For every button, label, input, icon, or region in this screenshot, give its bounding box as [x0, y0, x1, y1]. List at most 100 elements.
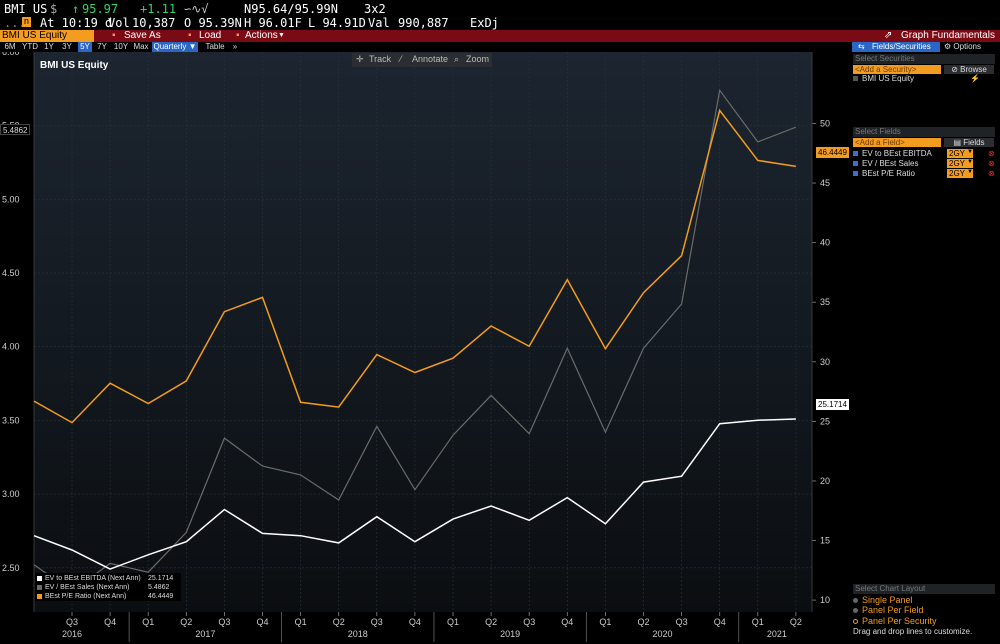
period-button-1y[interactable]: 1Y	[44, 42, 54, 51]
last-price: 95.97	[82, 2, 119, 16]
dropdown-icon[interactable]: ▼	[967, 149, 973, 155]
news-icon[interactable]: n	[22, 17, 31, 27]
tab-options[interactable]: ⚙ Options	[944, 42, 981, 52]
save-as-button[interactable]: Save As	[124, 30, 161, 41]
checkbox-icon[interactable]	[853, 171, 858, 177]
chart-tools: ✛ Track ⁄ Annotate ⌕ Zoom	[352, 53, 492, 67]
period-button-ytd[interactable]: YTD	[22, 42, 38, 51]
remove-icon[interactable]: ⊗	[988, 149, 995, 158]
security-item[interactable]: BMI US Equity	[853, 74, 914, 84]
exchange: ExDj	[470, 16, 499, 30]
security-item-label: BMI US Equity	[862, 74, 915, 83]
right-tick-label: 40	[820, 238, 830, 248]
x-tick-label: Q4	[561, 617, 573, 627]
actions-button[interactable]: Actions	[245, 30, 278, 41]
series-line-pe-ratio[interactable]	[33, 108, 797, 424]
layout-panel-per-field[interactable]: Panel Per Field	[853, 605, 924, 615]
remove-icon[interactable]: ⊗	[988, 159, 995, 168]
field-period-select[interactable]: 2GY	[947, 159, 973, 168]
legend-label: EV to BEst EBITDA (Next Ann)	[45, 575, 141, 582]
gear-icon: ⚙	[944, 42, 954, 51]
x-tick-label: Q1	[599, 617, 611, 627]
x-tick-label: Q2	[485, 617, 497, 627]
checkbox-icon[interactable]	[853, 76, 858, 82]
field-row-ev-ebitda[interactable]: EV to BEst EBITDA	[853, 149, 932, 159]
bid-ask: N95.64/95.99N	[244, 2, 338, 16]
right-tick-label: 30	[820, 357, 830, 367]
field-row-pe-ratio[interactable]: BEst P/E Ratio	[853, 169, 915, 179]
left-tick-label: 4.00	[2, 342, 20, 352]
open-price: O 95.39N	[184, 16, 242, 30]
checkbox-icon[interactable]	[853, 161, 858, 167]
ticker-details: .... n At 10:19 d Vol 10,387 O 95.39N H …	[0, 16, 1000, 30]
table-button[interactable]: Table	[205, 42, 225, 51]
legend-swatch	[37, 584, 42, 590]
trade-time: At 10:19 d	[40, 16, 113, 30]
security-input[interactable]: BMI US Equity	[0, 30, 94, 42]
ticker-symbol[interactable]: BMI US	[4, 2, 48, 16]
period-button-3y[interactable]: 3Y	[62, 42, 72, 51]
pencil-icon: ⁄	[400, 54, 402, 64]
plot-background	[34, 52, 812, 612]
x-tick-label: Q2	[333, 617, 345, 627]
year-label: 2017	[195, 629, 215, 639]
field-period-select[interactable]: 2GY	[947, 169, 973, 178]
zoom-button[interactable]: Zoom	[466, 54, 490, 64]
load-button[interactable]: Load	[199, 30, 222, 41]
dropdown-icon[interactable]: ▼	[967, 169, 973, 175]
legend-swatch	[37, 593, 42, 599]
period-button-10y[interactable]: 10Y	[113, 42, 129, 51]
external-link-icon[interactable]: ⇗	[884, 30, 893, 41]
left-tick-label: 3.50	[2, 415, 20, 425]
layout-panel-per-security[interactable]: Panel Per Security	[853, 616, 937, 626]
legend-value: 25.1714	[148, 575, 174, 582]
add-field-input[interactable]: <Add a Field>	[853, 138, 941, 147]
period-button-7y[interactable]: 7Y	[97, 42, 107, 51]
period-button-5y[interactable]: 5Y	[78, 42, 92, 52]
series-line-ev-sales[interactable]	[33, 88, 797, 593]
value-amount: 990,887	[398, 16, 449, 30]
left-tick-label: 2.50	[2, 563, 20, 573]
actions-dropdown-icon[interactable]: ▼	[278, 32, 285, 39]
left-tick-label: 3.00	[2, 489, 20, 499]
dropdown-icon[interactable]: ▼	[967, 159, 973, 165]
side-panel: Fields/Securities ⇆ ⚙ Options Select Sec…	[850, 42, 1000, 644]
checkbox-icon[interactable]	[853, 151, 858, 157]
right-tick-label: 35	[820, 297, 830, 307]
add-security-input[interactable]: <Add a Security>	[853, 65, 941, 74]
right-tick-label: 50	[820, 118, 830, 128]
fields-icon: ▤	[953, 138, 964, 147]
layout-label: Panel Per Security	[862, 616, 937, 626]
low-price: L 94.91D	[308, 16, 366, 30]
lightning-icon[interactable]: ⚡	[970, 74, 980, 83]
radio-icon[interactable]	[853, 598, 858, 604]
tab-icon: ⇆	[858, 42, 865, 51]
fields-button[interactable]: ▤ Fields	[944, 138, 994, 147]
legend-item-ev-ebitda[interactable]: EV to BEst EBITDA (Next Ann) 25.1714	[37, 574, 173, 583]
series-line-ev-ebitda[interactable]	[33, 418, 796, 570]
remove-icon[interactable]: ⊗	[988, 169, 995, 178]
drag-hint: Drag and drop lines to customize.	[853, 627, 973, 636]
tab-fields-securities[interactable]: Fields/Securities	[852, 42, 940, 52]
field-name: BEst P/E Ratio	[862, 169, 915, 178]
field-row-ev-sales[interactable]: EV / BEst Sales	[853, 159, 918, 169]
legend-item-ev-sales[interactable]: EV / BEst Sales (Next Ann) 5.4862	[37, 583, 169, 592]
chart-area[interactable]: 2.503.003.504.004.505.005.506.00 1015202…	[0, 52, 850, 644]
layout-label: Panel Per Field	[862, 605, 924, 615]
annotate-button[interactable]: Annotate	[412, 54, 449, 64]
field-period-select[interactable]: 2GY	[947, 149, 973, 158]
fields-button-label: Fields	[963, 138, 985, 147]
frequency-select[interactable]: Quarterly ▼	[152, 42, 198, 52]
year-label: 2020	[653, 629, 673, 639]
radio-selected-icon[interactable]	[853, 619, 858, 625]
period-button-max[interactable]: Max	[133, 42, 149, 51]
track-button[interactable]: Track	[369, 54, 392, 64]
radio-icon[interactable]	[853, 608, 858, 614]
layout-single-panel[interactable]: Single Panel	[853, 595, 913, 605]
period-button-6m[interactable]: 6M	[4, 42, 16, 51]
legend-item-pe-ratio[interactable]: BEst P/E Ratio (Next Ann) 46.4449	[37, 592, 173, 601]
more-icon[interactable]: »	[232, 42, 238, 51]
line-chart[interactable]: 2.503.003.504.004.505.005.506.00 1015202…	[0, 52, 850, 644]
x-tick-label: Q2	[180, 617, 192, 627]
browse-button[interactable]: ⊘ Browse	[944, 65, 994, 74]
